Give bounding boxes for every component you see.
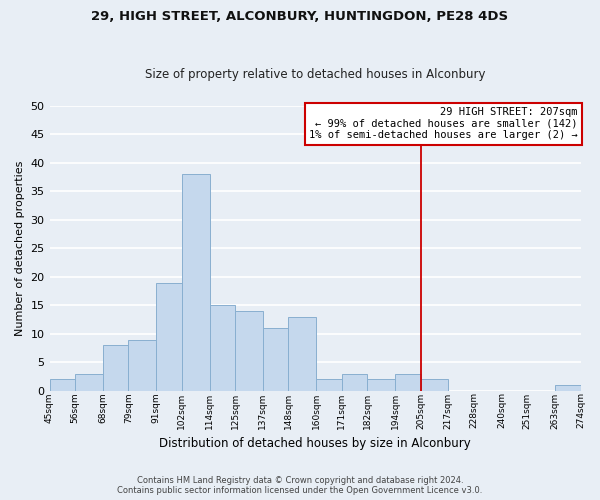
Bar (341, 374, 367, 391)
Bar (50, 380, 75, 391)
Bar (75, 374, 103, 391)
Bar (156, 282, 182, 391)
Y-axis label: Number of detached properties: Number of detached properties (15, 160, 25, 336)
Bar (128, 340, 156, 391)
Bar (289, 317, 316, 391)
Text: Contains HM Land Registry data © Crown copyright and database right 2024.
Contai: Contains HM Land Registry data © Crown c… (118, 476, 482, 495)
Text: 29 HIGH STREET: 207sqm
← 99% of detached houses are smaller (142)
1% of semi-det: 29 HIGH STREET: 207sqm ← 99% of detached… (309, 107, 578, 140)
Bar (316, 380, 341, 391)
Bar (263, 328, 289, 391)
X-axis label: Distribution of detached houses by size in Alconbury: Distribution of detached houses by size … (159, 437, 471, 450)
Bar (395, 374, 421, 391)
Bar (182, 174, 209, 391)
Bar (235, 311, 263, 391)
Bar (421, 380, 448, 391)
Bar (103, 346, 128, 391)
Bar (209, 306, 235, 391)
Text: 29, HIGH STREET, ALCONBURY, HUNTINGDON, PE28 4DS: 29, HIGH STREET, ALCONBURY, HUNTINGDON, … (91, 10, 509, 23)
Bar (367, 380, 395, 391)
Title: Size of property relative to detached houses in Alconbury: Size of property relative to detached ho… (145, 68, 485, 81)
Bar (555, 385, 581, 391)
